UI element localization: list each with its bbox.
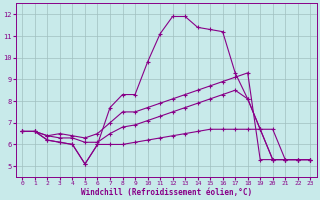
X-axis label: Windchill (Refroidissement éolien,°C): Windchill (Refroidissement éolien,°C): [81, 188, 252, 197]
